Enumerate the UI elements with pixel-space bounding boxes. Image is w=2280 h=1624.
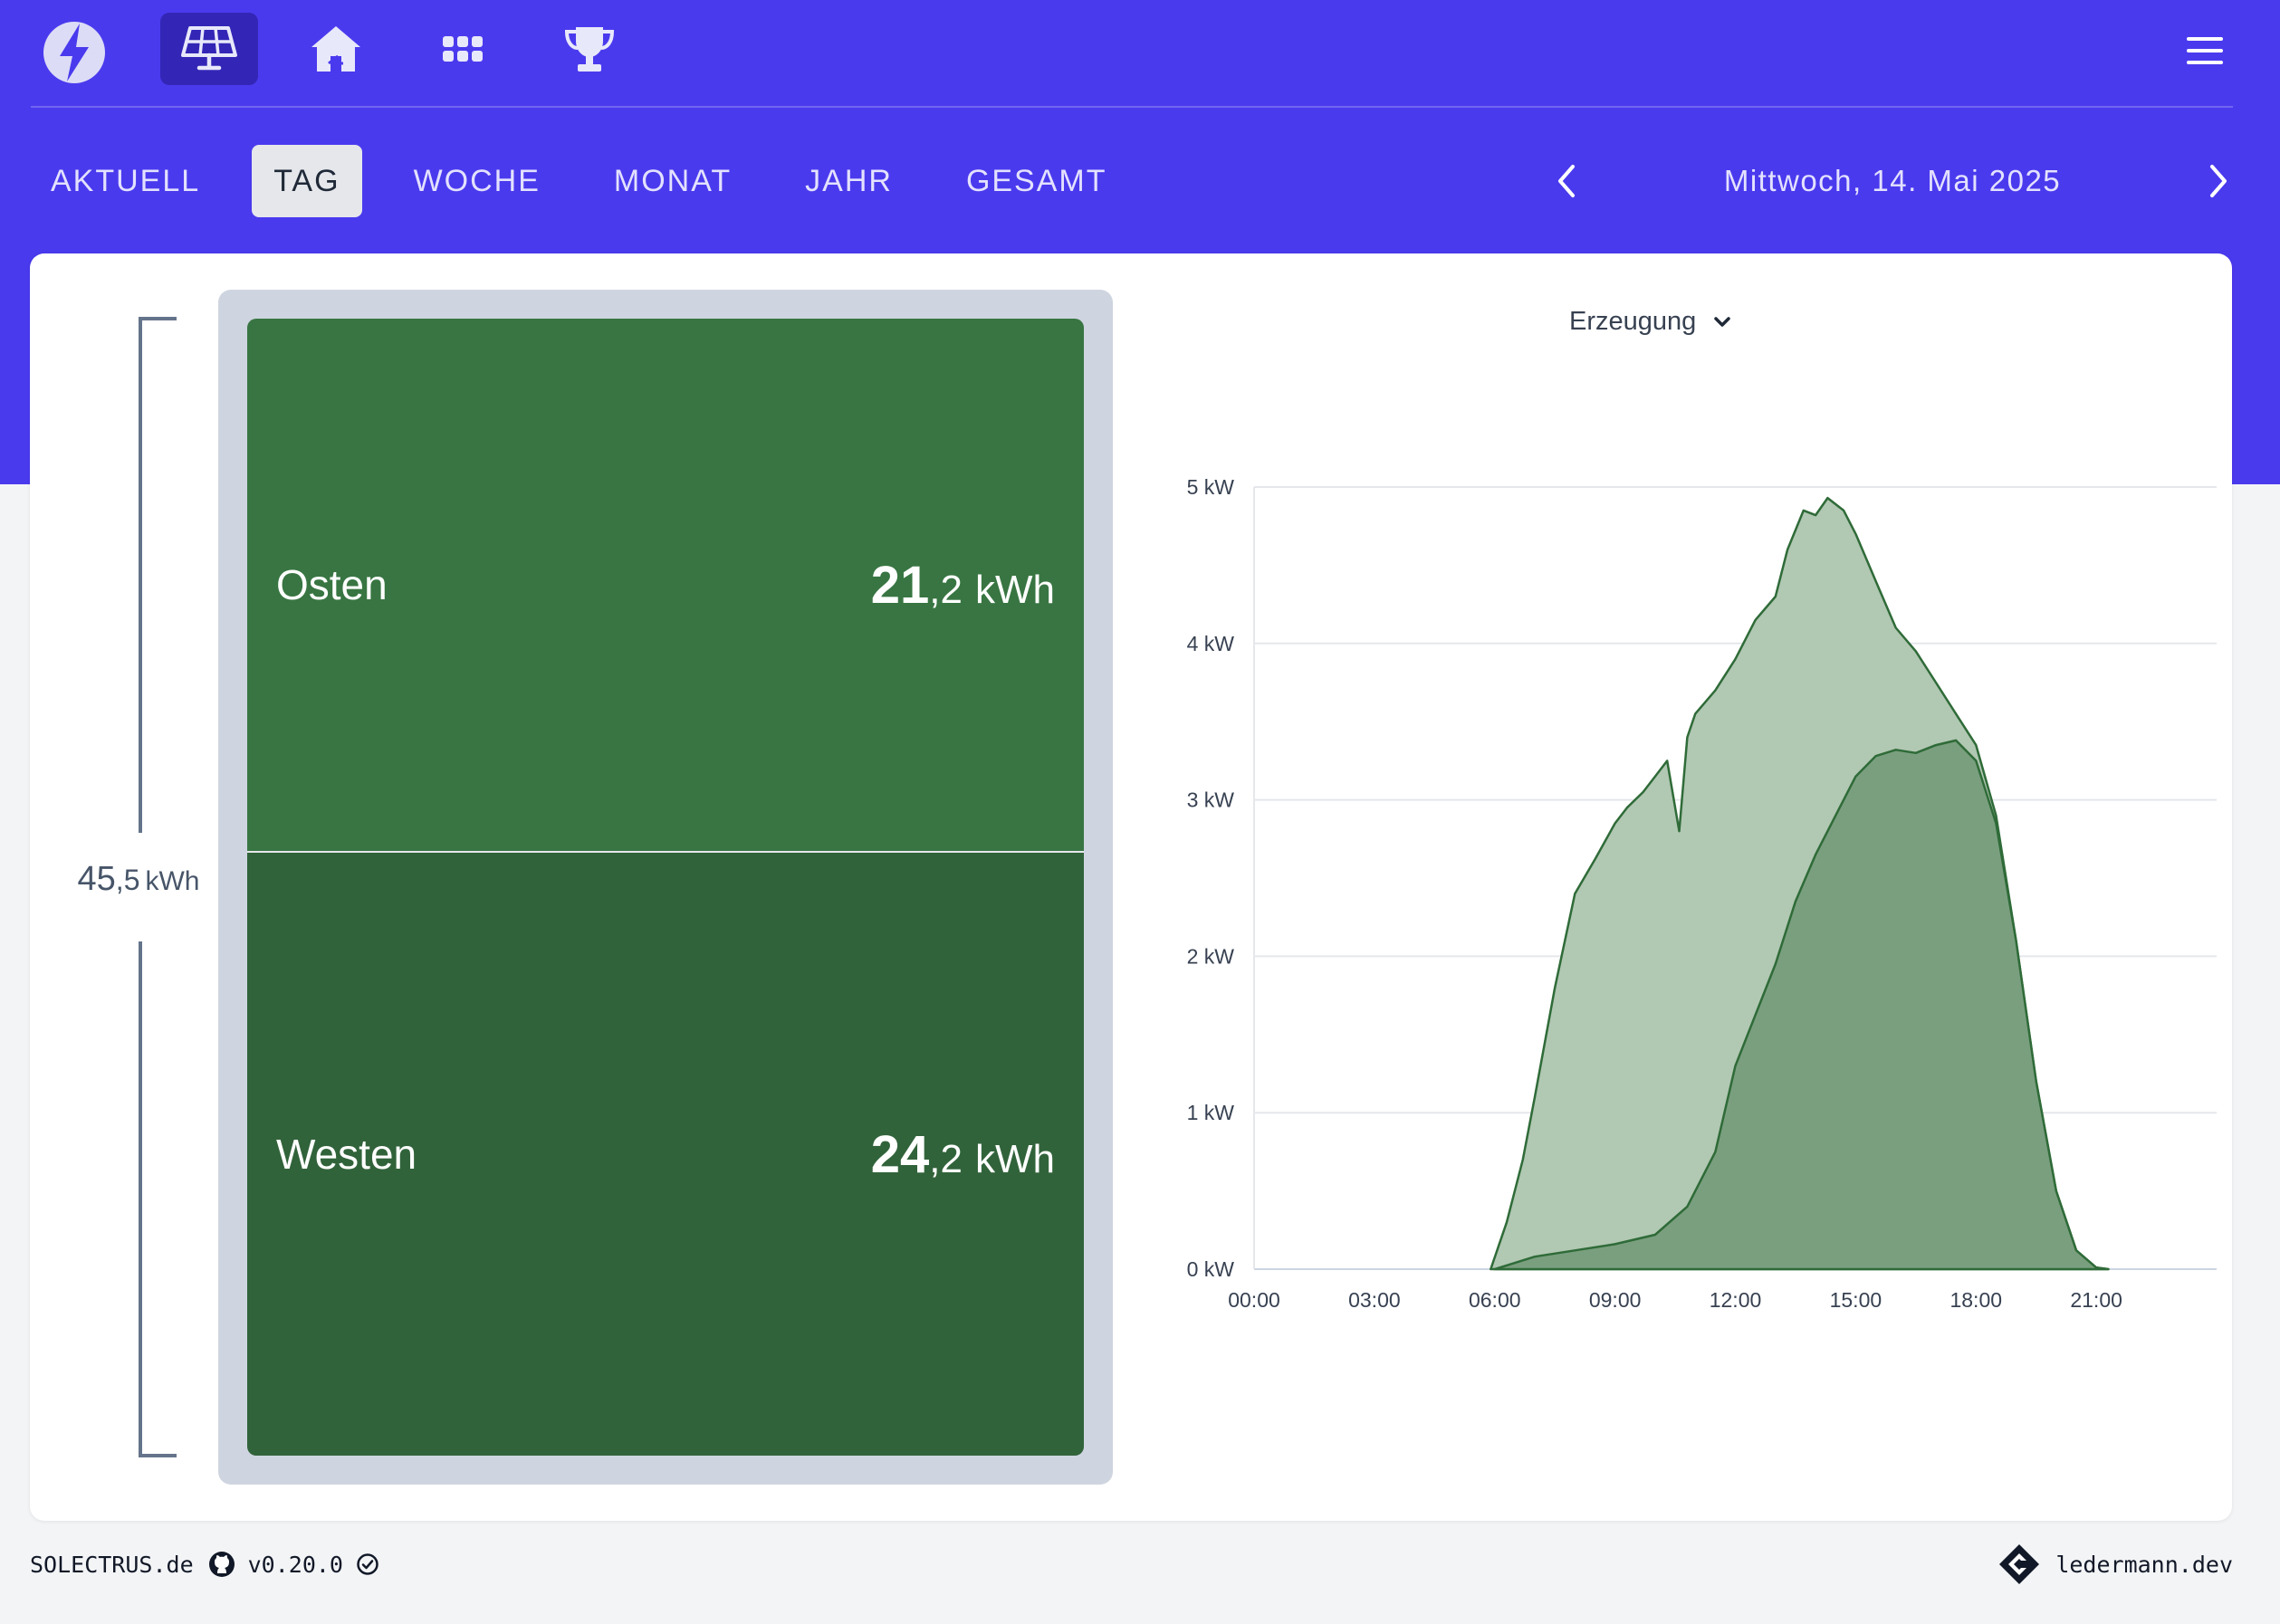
x-tick-label: 15:00 [1830, 1288, 1882, 1312]
segment-unit: kWh [975, 567, 1055, 612]
x-tick-label: 09:00 [1589, 1288, 1642, 1312]
chart-select-label: Erzeugung [1569, 306, 1697, 336]
chart-type-select[interactable]: Erzeugung [1569, 299, 1732, 344]
y-tick-label: 3 kW [1187, 788, 1235, 812]
y-tick-label: 4 kW [1187, 632, 1235, 655]
tab-woche[interactable]: WOCHE [413, 163, 541, 198]
top-navigation [0, 0, 2280, 107]
footer-right: ledermann.dev [1997, 1539, 2233, 1590]
segment-name: Westen [276, 1131, 417, 1178]
segment-separator [247, 851, 1084, 853]
x-tick-label: 12:00 [1710, 1288, 1762, 1312]
grid-icon[interactable] [421, 13, 504, 85]
main-card: 45,5 kWh Osten 21,2 kWh Westen 24,2 kWh Erz… [30, 253, 2232, 1521]
segment-value: 24,2 kWh [871, 1124, 1055, 1185]
version-label[interactable]: v0.20.0 [247, 1551, 343, 1578]
segment-name: Osten [276, 561, 388, 608]
trophy-icon[interactable] [548, 13, 631, 85]
house-icon[interactable] [294, 13, 378, 85]
series-area-0 [1493, 739, 2110, 1271]
chevron-down-icon [1696, 307, 1732, 337]
total-unit: kWh [145, 866, 200, 896]
chevron-right-icon[interactable] [2191, 145, 2246, 217]
x-tick-label: 21:00 [2070, 1288, 2122, 1312]
tab-monat[interactable]: MONAT [613, 163, 733, 198]
solar-panel-icon[interactable] [160, 13, 258, 85]
author-link[interactable]: ledermann.dev [2055, 1551, 2233, 1578]
x-tick-label: 18:00 [1949, 1288, 2002, 1312]
x-tick-label: 00:00 [1228, 1288, 1280, 1312]
segment-int: 24 [870, 1124, 930, 1184]
footer-left: SOLECTRUS.de v0.20.0 [30, 1546, 379, 1582]
chevron-left-icon[interactable] [1539, 145, 1594, 217]
segment-int: 21 [870, 555, 930, 615]
ledermann-logo-icon[interactable] [1997, 1543, 2041, 1586]
date-navigation: Mittwoch, 14. Mai 2025 [1539, 145, 2246, 217]
github-icon[interactable] [208, 1551, 235, 1578]
menu-icon[interactable] [2173, 20, 2237, 81]
total-int: 45 [77, 860, 116, 898]
segment-westen[interactable]: Westen 24,2 kWh [247, 853, 1084, 1456]
y-tick-label: 0 kW [1187, 1257, 1235, 1281]
segment-value: 21,2 kWh [871, 555, 1055, 616]
date-label[interactable]: Mittwoch, 14. Mai 2025 [1723, 164, 2062, 197]
y-tick-label: 5 kW [1187, 475, 1235, 499]
total-energy: 45,5 kWh [57, 860, 220, 914]
tab-gesamt[interactable]: GESAMT [965, 163, 1107, 198]
brand-link[interactable]: SOLECTRUS.de [30, 1551, 194, 1578]
check-circle-icon [356, 1552, 379, 1576]
total-frac: ,5 [115, 864, 140, 896]
production-chart: 0 kW 1 kW 2 kW 3 kW 4 kW 5 kW 00:00 03:00 06:00 0… [1187, 475, 2217, 1312]
total-bracket-bottom [139, 941, 177, 1457]
x-tick-label: 06:00 [1469, 1288, 1521, 1312]
segment-frac: ,2 [929, 1136, 963, 1181]
segment-osten[interactable]: Osten 21,2 kWh [247, 319, 1084, 851]
tab-tag[interactable]: TAG [252, 145, 362, 217]
tab-aktuell[interactable]: AKTUELL [51, 163, 201, 198]
y-tick-label: 2 kW [1187, 944, 1235, 968]
tab-jahr[interactable]: JAHR [805, 163, 893, 198]
segment-unit: kWh [975, 1136, 1055, 1181]
period-tabs: AKTUELL TAG WOCHE MONAT JAHR GESAMT [29, 145, 1159, 217]
y-tick-label: 1 kW [1187, 1101, 1235, 1124]
segments-panel: Osten 21,2 kWh Westen 24,2 kWh [218, 290, 1113, 1485]
header-divider [31, 106, 2233, 108]
total-bracket-top [139, 317, 177, 833]
bolt-logo-icon[interactable] [36, 14, 112, 91]
segment-frac: ,2 [929, 567, 963, 612]
x-tick-label: 03:00 [1348, 1288, 1401, 1312]
